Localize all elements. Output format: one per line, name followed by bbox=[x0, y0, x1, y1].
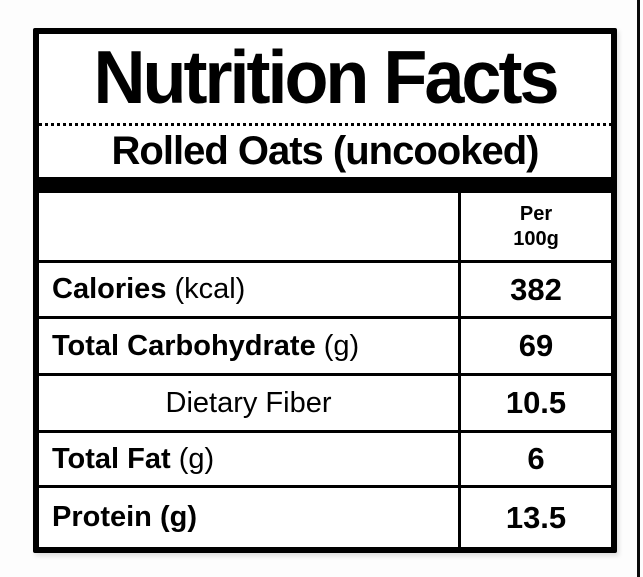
nutrient-name: Calories bbox=[52, 273, 167, 305]
nutrient-name: Dietary Fiber bbox=[165, 386, 332, 419]
window-edge-line bbox=[637, 0, 640, 577]
nutrient-unit: (kcal) bbox=[174, 273, 246, 305]
per-100g-header-line1: Per bbox=[519, 202, 553, 225]
label-title-block: Nutrition Facts bbox=[39, 34, 611, 122]
facts-table: Per 100g Calories (kcal) 382 Total Carbo… bbox=[39, 193, 611, 547]
nutrient-name: Total Fat bbox=[52, 442, 171, 475]
per-100g-header: Per 100g bbox=[513, 202, 559, 252]
table-row-fiber-name: Dietary Fiber bbox=[39, 373, 458, 430]
nutrition-facts-label: Nutrition Facts Rolled Oats (uncooked) P… bbox=[33, 28, 617, 553]
table-row-fiber-value: 10.5 bbox=[458, 373, 611, 430]
table-row-carbohydrate-name: Total Carbohydrate (g) bbox=[39, 316, 458, 373]
product-name: Rolled Oats (uncooked) bbox=[111, 129, 540, 173]
thick-divider-bar bbox=[39, 177, 611, 193]
table-row-calories-value: 382 bbox=[458, 260, 611, 316]
per-100g-header-line2: 100g bbox=[513, 227, 559, 250]
dotted-separator bbox=[39, 122, 611, 126]
table-row-calories-name: Calories (kcal) bbox=[39, 260, 458, 316]
table-row-fat-name: Total Fat (g) bbox=[39, 430, 458, 485]
nutrient-unit: (g) bbox=[178, 442, 215, 475]
table-row-fat-value: 6 bbox=[458, 430, 611, 485]
table-header-value-cell: Per 100g bbox=[458, 193, 611, 260]
label-subtitle-block: Rolled Oats (uncooked) bbox=[39, 126, 611, 177]
nutrient-name: Total Carbohydrate bbox=[52, 329, 316, 362]
nutrient-name: Protein (g) bbox=[52, 501, 197, 533]
nutrient-unit: (g) bbox=[323, 329, 360, 362]
table-row-protein-value: 13.5 bbox=[458, 485, 611, 547]
table-row-carbohydrate-value: 69 bbox=[458, 316, 611, 373]
table-row-protein-name: Protein (g) bbox=[39, 485, 458, 547]
table-header-empty-cell bbox=[39, 193, 458, 260]
label-title: Nutrition Facts bbox=[93, 36, 559, 120]
